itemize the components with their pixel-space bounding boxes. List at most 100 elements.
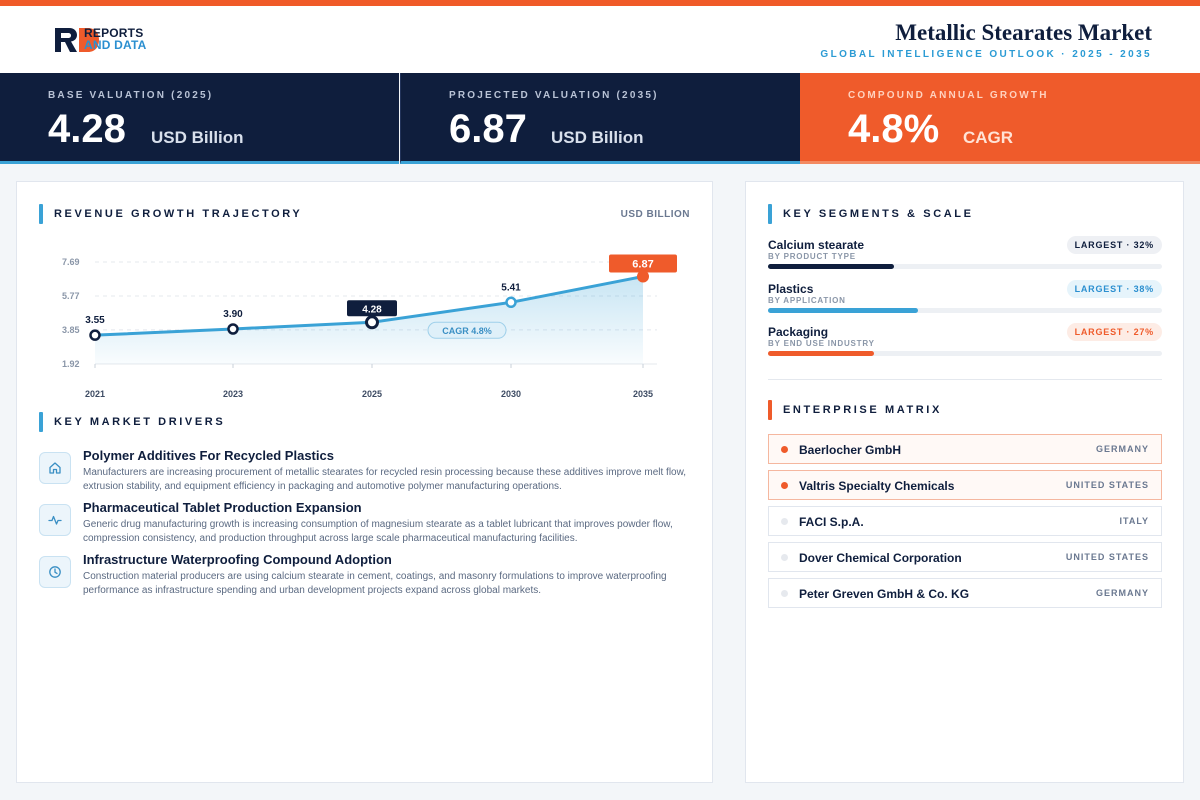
kpi-value: 6.87 bbox=[449, 107, 527, 151]
enterprise-country: GERMANY bbox=[1095, 444, 1149, 454]
enterprise-country: ITALY bbox=[1119, 516, 1149, 526]
enterprise-country: UNITED STATES bbox=[1065, 552, 1149, 562]
status-dot-icon bbox=[781, 554, 788, 561]
enterprise-row[interactable]: Peter Greven GmbH & Co. KG GERMANY bbox=[768, 578, 1162, 608]
drivers-section-heading: KEY MARKET DRIVERS bbox=[39, 412, 225, 432]
status-dot-icon bbox=[781, 482, 788, 489]
segments-card: KEY SEGMENTS & SCALE Calcium stearate BY… bbox=[745, 181, 1184, 783]
enterprise-section-title: ENTERPRISE MATRIX bbox=[783, 404, 942, 416]
segment-name: Calcium stearate bbox=[768, 238, 865, 252]
enterprise-name: Valtris Specialty Chemicals bbox=[799, 479, 955, 493]
logo-line-1: REPORTS bbox=[84, 26, 144, 40]
segment-progress-fill bbox=[768, 264, 895, 269]
driver-title: Pharmaceutical Tablet Production Expansi… bbox=[83, 500, 362, 515]
kpi-unit: USD Billion bbox=[151, 128, 244, 147]
x-tick-label: 2030 bbox=[501, 389, 521, 399]
chart-section-title: REVENUE GROWTH TRAJECTORY bbox=[54, 208, 303, 220]
segment-share-badge: LARGEST · 27% bbox=[1066, 323, 1162, 341]
home-icon bbox=[39, 452, 71, 484]
enterprise-section-heading: ENTERPRISE MATRIX bbox=[768, 400, 942, 420]
kpi-label: BASE VALUATION (2025) bbox=[48, 90, 214, 101]
segment-category: BY APPLICATION bbox=[768, 296, 846, 305]
kpi-projected-valuation: PROJECTED VALUATION (2035) 6.87 USD Bill… bbox=[400, 73, 800, 164]
segment-item: Packaging BY END USE INDUSTRY LARGEST · … bbox=[768, 323, 1162, 363]
segment-progress-fill bbox=[768, 351, 875, 356]
cagr-annotation-pill bbox=[427, 321, 507, 339]
status-dot-icon bbox=[781, 590, 788, 597]
kpi-base-valuation: BASE VALUATION (2025) 4.28 USD Billion bbox=[0, 73, 399, 164]
data-point bbox=[505, 296, 517, 309]
enterprise-name: Peter Greven GmbH & Co. KG bbox=[799, 587, 970, 601]
y-tick-label: 1.92 bbox=[62, 359, 80, 369]
section-accent-bar bbox=[768, 204, 772, 224]
segment-item: Plastics BY APPLICATION LARGEST · 38% bbox=[768, 280, 1162, 320]
segment-progress-track bbox=[768, 308, 1162, 313]
status-dot-icon bbox=[781, 446, 788, 453]
driver-description: Generic drug manufacturing growth is inc… bbox=[83, 519, 673, 544]
data-point bbox=[227, 323, 239, 335]
enterprise-row[interactable]: Dover Chemical Corporation UNITED STATES bbox=[768, 542, 1162, 572]
logo-wordmark: REPORTS AND DATA bbox=[84, 27, 146, 51]
status-dot-icon bbox=[781, 518, 788, 525]
x-tick-label: 2021 bbox=[85, 389, 105, 399]
section-accent-bar bbox=[768, 400, 772, 420]
segment-share-badge: LARGEST · 32% bbox=[1066, 236, 1162, 254]
kpi-label: COMPOUND ANNUAL GROWTH bbox=[848, 90, 1049, 101]
segment-progress-track bbox=[768, 351, 1162, 356]
data-point bbox=[365, 315, 379, 330]
drivers-list: Polymer Additives For Recycled Plastics … bbox=[39, 448, 689, 604]
segment-share-badge: LARGEST · 38% bbox=[1066, 280, 1162, 298]
enterprise-name: Baerlocher GmbH bbox=[799, 443, 902, 457]
chart-area-fill bbox=[95, 276, 643, 364]
drivers-section-title: KEY MARKET DRIVERS bbox=[54, 416, 226, 428]
data-label: 3.55 bbox=[85, 315, 105, 326]
data-label: 3.90 bbox=[223, 309, 243, 320]
data-label-box bbox=[609, 254, 677, 273]
driver-description: Manufacturers are increasing procurement… bbox=[83, 467, 687, 492]
chart-section-heading: REVENUE GROWTH TRAJECTORY bbox=[39, 204, 302, 224]
kpi-label: PROJECTED VALUATION (2035) bbox=[449, 90, 659, 101]
page-title: Metallic Stearates Market bbox=[895, 20, 1152, 45]
enterprise-name: FACI S.p.A. bbox=[799, 515, 864, 529]
segment-item: Calcium stearate BY PRODUCT TYPE LARGEST… bbox=[768, 236, 1162, 276]
page-header: REPORTS AND DATA Metallic Stearates Mark… bbox=[0, 6, 1200, 73]
list-item: Polymer Additives For Recycled Plastics … bbox=[39, 448, 689, 500]
segment-progress-track bbox=[768, 264, 1162, 269]
enterprise-row[interactable]: FACI S.p.A. ITALY bbox=[768, 506, 1162, 536]
enterprise-row[interactable]: Valtris Specialty Chemicals UNITED STATE… bbox=[768, 470, 1162, 500]
logo-line-2: AND DATA bbox=[84, 38, 147, 52]
reports-and-data-logo-icon bbox=[55, 28, 99, 52]
driver-description: Construction material producers are usin… bbox=[83, 571, 667, 596]
kpi-strip: BASE VALUATION (2025) 4.28 USD Billion P… bbox=[0, 73, 1200, 164]
top-accent-bar bbox=[0, 0, 1200, 6]
data-point bbox=[89, 329, 101, 341]
data-label: 6.87 bbox=[632, 258, 653, 270]
revenue-growth-chart: 7.69 5.77 3.85 1.92 2021 2023 2025 2030 2035 CAG… bbox=[62, 254, 677, 399]
y-tick-label: 3.85 bbox=[62, 325, 80, 335]
data-label: 4.28 bbox=[362, 304, 382, 315]
list-item: Infrastructure Waterproofing Compound Ad… bbox=[39, 552, 689, 604]
x-tick-label: 2023 bbox=[223, 389, 243, 399]
enterprise-name: Dover Chemical Corporation bbox=[799, 551, 962, 565]
x-tick-label: 2025 bbox=[362, 389, 382, 399]
section-divider bbox=[768, 379, 1162, 380]
y-tick-label: 7.69 bbox=[62, 257, 80, 267]
data-label-box bbox=[347, 300, 397, 317]
cagr-annotation-label: CAGR 4.8% bbox=[442, 326, 492, 336]
list-item: Pharmaceutical Tablet Production Expansi… bbox=[39, 500, 689, 552]
kpi-value: 4.8% bbox=[848, 107, 940, 151]
driver-title: Infrastructure Waterproofing Compound Ad… bbox=[83, 552, 392, 567]
segment-name: Plastics bbox=[768, 282, 814, 296]
enterprise-row[interactable]: Baerlocher GmbH GERMANY bbox=[768, 434, 1162, 464]
data-label: 5.41 bbox=[501, 282, 521, 293]
section-accent-bar bbox=[39, 412, 43, 432]
clock-icon bbox=[39, 556, 71, 588]
chart-unit-label: USD BILLION bbox=[620, 209, 690, 220]
kpi-value: 4.28 bbox=[48, 107, 126, 151]
kpi-unit: USD Billion bbox=[551, 128, 644, 147]
segment-category: BY PRODUCT TYPE bbox=[768, 252, 856, 261]
segments-section-heading: KEY SEGMENTS & SCALE bbox=[768, 204, 974, 224]
trajectory-card: REVENUE GROWTH TRAJECTORY USD BILLION 7.… bbox=[16, 181, 713, 783]
data-point bbox=[637, 270, 649, 283]
enterprise-country: GERMANY bbox=[1095, 588, 1149, 598]
